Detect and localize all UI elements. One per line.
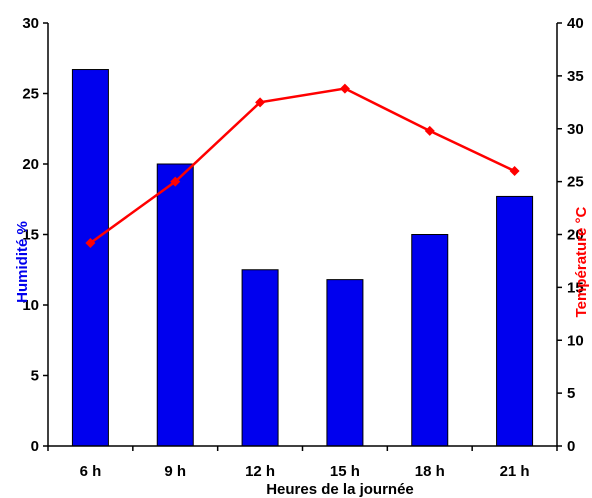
temperature-line-path (89, 87, 516, 244)
temperature-point (509, 166, 520, 177)
temperature-line (85, 83, 520, 248)
left-tick-label: 10 (22, 297, 39, 314)
humidity-bar (241, 269, 279, 447)
x-tick-label: 12 h (245, 463, 275, 480)
left-tick-label: 30 (22, 15, 39, 32)
left-axis-ticks: 0 5 10 15 20 25 30 (22, 15, 48, 455)
right-axis-title: Température °C (573, 206, 590, 317)
left-axis-title: Humidité % (14, 221, 31, 303)
x-tick-label: 9 h (164, 463, 186, 480)
x-tick-label: 15 h (330, 463, 360, 480)
right-tick-label: 15 (567, 279, 584, 296)
left-tick-label: 5 (31, 368, 39, 385)
temperature-point (255, 97, 266, 108)
right-tick-label: 0 (567, 438, 575, 455)
left-tick-label: 15 (22, 227, 39, 244)
left-tick-label: 25 (22, 86, 39, 103)
humidity-bar (71, 69, 109, 447)
x-axis-ticks: 6 h 9 h 12 h 15 h 18 h 21 h (47, 446, 558, 480)
right-tick-label: 40 (567, 15, 584, 32)
temperature-point (424, 125, 435, 136)
x-axis-title: Heures de la journée (266, 481, 414, 498)
x-tick-label: 21 h (500, 463, 530, 480)
left-tick-label: 20 (22, 156, 39, 173)
chart-axes (47, 23, 558, 447)
temperature-point (85, 237, 96, 248)
right-tick-label: 30 (567, 121, 584, 138)
temperature-point (170, 176, 181, 187)
humidity-bars (71, 69, 534, 447)
humidity-bar (326, 279, 364, 447)
humidity-bar (496, 195, 534, 447)
right-tick-label: 20 (567, 227, 584, 244)
humidity-bar (156, 163, 194, 447)
left-tick-label: 0 (31, 438, 39, 455)
right-tick-label: 5 (567, 385, 575, 402)
right-tick-label: 35 (567, 68, 584, 85)
x-tick-label: 6 h (80, 463, 102, 480)
temperature-point (339, 83, 350, 94)
right-tick-label: 10 (567, 332, 584, 349)
right-axis-ticks: 0 5 10 15 20 25 30 35 40 (557, 15, 584, 455)
humidity-bar (411, 234, 449, 447)
x-tick-label: 18 h (415, 463, 445, 480)
right-tick-label: 25 (567, 174, 584, 191)
